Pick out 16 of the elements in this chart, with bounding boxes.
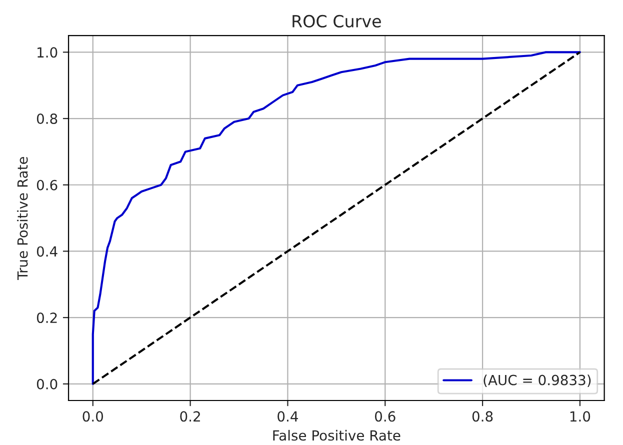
y-tick-label: 0.2 [36,312,57,324]
y-tick-label: 0.8 [36,114,58,124]
x-tick-label: 1.0 [570,411,590,422]
x-tick-label: 0.2 [180,411,200,422]
y-axis-title: True Positive Rate [17,156,28,280]
y-tick-label: 0.0 [36,378,58,390]
y-tick-label: 1.0 [38,47,58,58]
x-tick-label: 0.4 [278,411,298,422]
legend-label: (AUC = 0.9833) [484,374,591,387]
x-axis-title: False Positive Rate [273,430,400,441]
y-tick-label: 0.4 [36,246,58,257]
x-tick-label: 0.8 [472,411,493,422]
x-tick-label: 0.0 [82,411,104,422]
y-tick-label: 0.6 [36,180,58,190]
x-tick-label: 0.6 [375,411,396,422]
chart-title: ROC Curve [292,14,381,28]
